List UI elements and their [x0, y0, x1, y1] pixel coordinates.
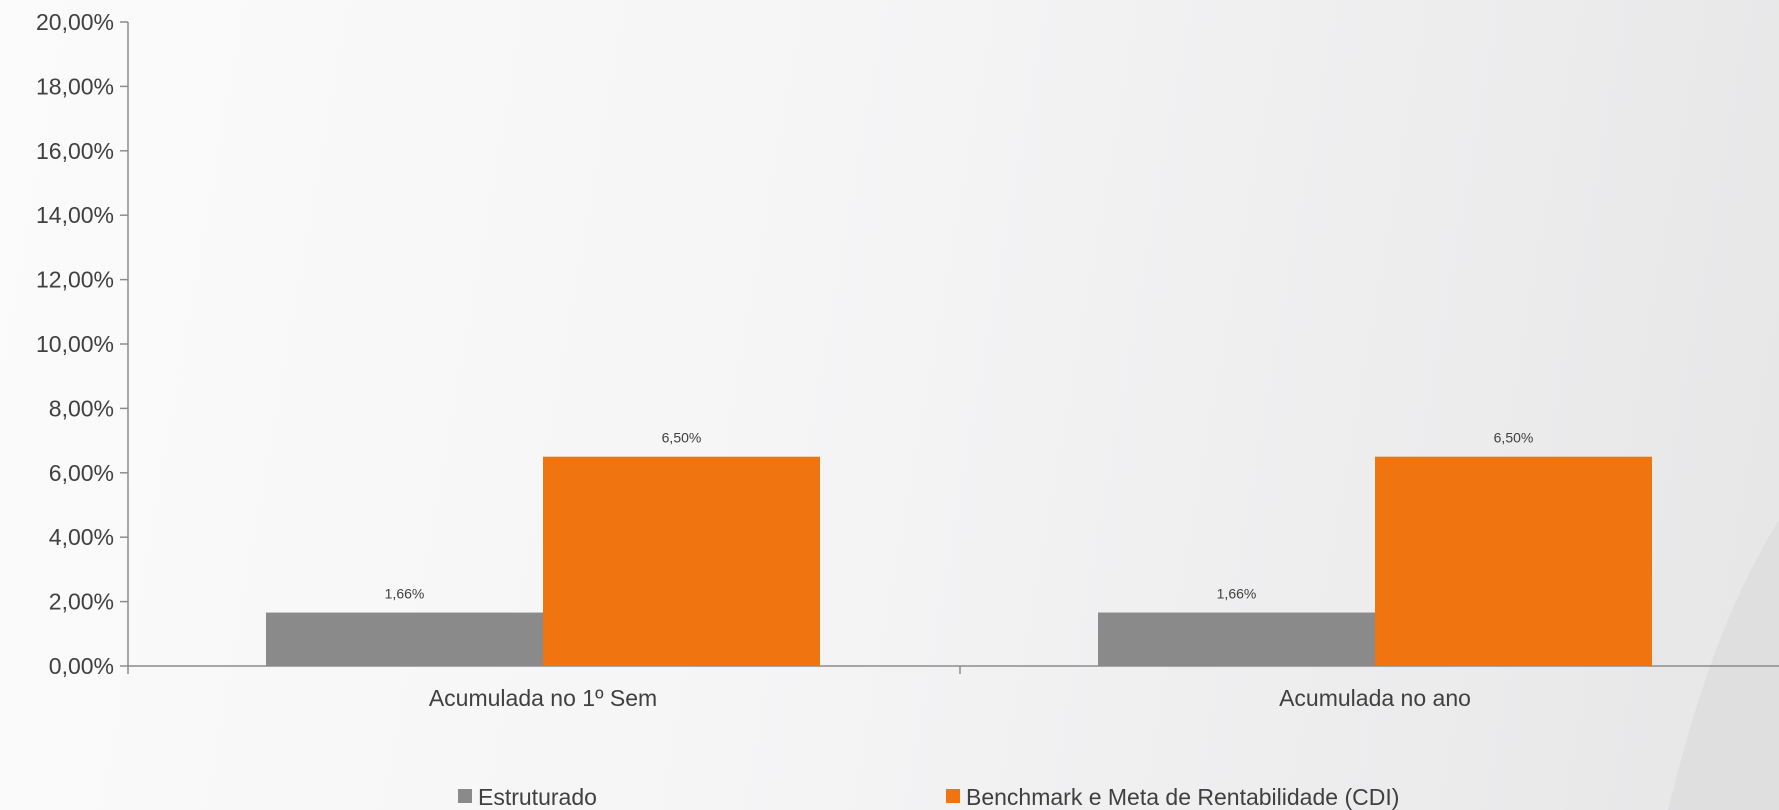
bar — [1098, 612, 1375, 666]
data-label: 6,50% — [1494, 430, 1534, 446]
x-category-label: Acumulada no 1º Sem — [429, 685, 657, 711]
legend-swatch — [946, 789, 960, 803]
y-tick-label: 14,00% — [36, 202, 114, 228]
y-tick-label: 12,00% — [36, 267, 114, 293]
legend-swatch — [458, 789, 472, 803]
y-axis-ticks: 0,00% 2,00% 4,00% 6,00% 8,00% 10,00% 12,00% 14,… — [36, 9, 128, 679]
background-swoosh — [1668, 520, 1779, 810]
bar — [1375, 456, 1652, 666]
x-axis-labels: Acumulada no 1º Sem Acumulada no ano — [429, 685, 1471, 711]
bars: 1,66% 6,50% 1,66% 6,50% — [266, 430, 1652, 666]
bar — [266, 612, 543, 666]
y-tick-label: 2,00% — [49, 589, 114, 615]
legend-label: Estruturado — [478, 784, 597, 810]
legend-label: Benchmark e Meta de Rentabilidade (CDI) — [966, 784, 1399, 810]
y-tick-label: 4,00% — [49, 524, 114, 550]
y-tick-label: 0,00% — [49, 653, 114, 679]
bar — [543, 456, 820, 666]
y-tick-label: 6,00% — [49, 460, 114, 486]
x-category-label: Acumulada no ano — [1279, 685, 1471, 711]
y-tick-label: 8,00% — [49, 395, 114, 421]
y-tick-label: 18,00% — [36, 73, 114, 99]
data-label: 6,50% — [662, 430, 702, 446]
legend: Estruturado Benchmark e Meta de Rentabili… — [458, 784, 1399, 810]
y-tick-label: 20,00% — [36, 9, 114, 35]
data-label: 1,66% — [385, 586, 425, 602]
y-tick-label: 10,00% — [36, 331, 114, 357]
y-tick-label: 16,00% — [36, 138, 114, 164]
data-label: 1,66% — [1217, 586, 1257, 602]
